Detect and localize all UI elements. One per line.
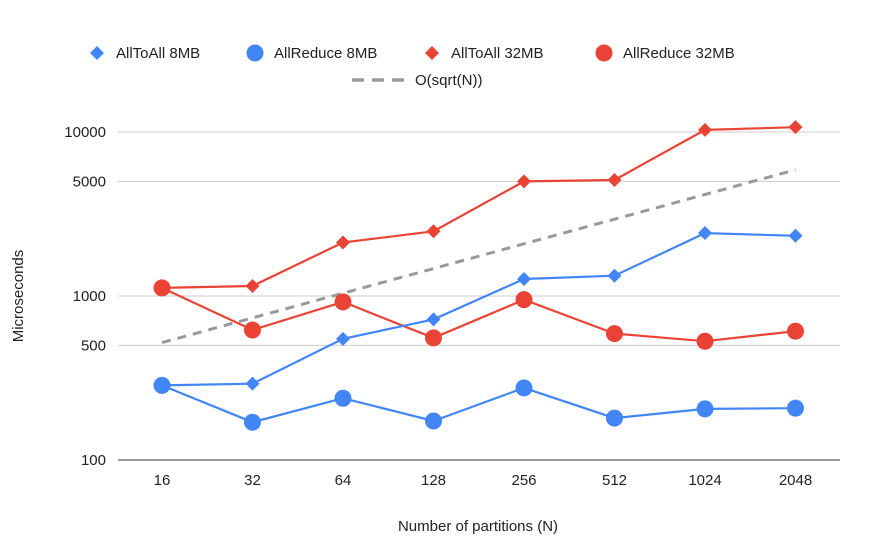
y-tick-label-100: 100: [81, 452, 106, 469]
point-alltoall-8mb-128: [426, 312, 441, 327]
point-allreduce-32mb-128: [425, 329, 442, 347]
series-allreduce-32mb: [153, 279, 804, 350]
legend-label-allreduce-32mb: AllReduce 32MB: [623, 45, 735, 62]
legend-item-o-sqrt-n: O(sqrt(N)): [352, 72, 483, 89]
point-allreduce-8mb-1024: [696, 400, 714, 418]
series-alltoall-32mb: [155, 120, 803, 295]
legend-marker-allreduce-32mb: [595, 44, 613, 62]
point-alltoall-8mb-2048: [788, 228, 803, 243]
point-allreduce-8mb-64: [334, 389, 352, 407]
legend-label-allreduce-8mb: AllReduce 8MB: [274, 45, 377, 62]
point-alltoall-32mb-1024: [698, 122, 712, 137]
point-allreduce-8mb-32: [244, 413, 261, 431]
y-tick-label-500: 500: [81, 337, 106, 354]
legend: AllToAll 8MB AllReduce 8MB AllToAll 32MB Al…: [90, 44, 735, 89]
legend-marker-alltoall-32mb: [425, 46, 439, 60]
line-allreduce-8mb: [161, 384, 796, 424]
x-tick-label-1024: 1024: [688, 472, 721, 489]
x-axis-ticks: 16 32 64 128 256 512 1024 2048: [154, 472, 813, 489]
point-allreduce-32mb-1024: [696, 332, 714, 350]
point-allreduce-8mb-256: [515, 379, 533, 397]
point-alltoall-32mb-32: [245, 279, 260, 294]
line-alltoall-8mb: [161, 231, 796, 387]
point-alltoall-32mb-64: [336, 235, 350, 250]
legend-label-alltoall-32mb: AllToAll 32MB: [451, 45, 544, 62]
series-alltoall-8mb: [155, 226, 803, 393]
legend-item-alltoall-8mb: AllToAll 8MB: [90, 45, 200, 62]
point-allreduce-32mb-64: [334, 293, 352, 311]
series-allreduce-8mb: [153, 376, 804, 431]
point-allreduce-8mb-2048: [787, 399, 804, 417]
legend-marker-alltoall-8mb: [90, 46, 104, 60]
line-o-sqrt-n: [161, 168, 796, 345]
y-tick-label-10000: 10000: [64, 124, 106, 141]
x-tick-label-16: 16: [154, 472, 171, 489]
y-tick-label-5000: 5000: [73, 173, 106, 190]
x-tick-label-256: 256: [511, 472, 536, 489]
point-alltoall-32mb-2048: [788, 120, 803, 135]
point-allreduce-8mb-128: [425, 412, 442, 430]
legend-item-allreduce-8mb: AllReduce 8MB: [246, 44, 377, 62]
y-tick-label-1000: 1000: [73, 288, 106, 305]
x-axis-label: Number of partitions (N): [398, 518, 558, 535]
line-alltoall-32mb: [161, 126, 796, 289]
point-alltoall-32mb-16: [155, 280, 169, 295]
point-allreduce-8mb-512: [606, 409, 623, 427]
legend-item-alltoall-32mb: AllToAll 32MB: [425, 45, 544, 62]
point-alltoall-8mb-1024: [698, 226, 712, 241]
x-tick-label-128: 128: [421, 472, 446, 489]
x-tick-label-32: 32: [244, 472, 261, 489]
point-alltoall-8mb-256: [517, 271, 531, 286]
point-alltoall-8mb-16: [155, 378, 169, 393]
series-o-sqrt-n: [161, 168, 796, 345]
point-alltoall-8mb-64: [336, 331, 350, 346]
point-alltoall-8mb-32: [245, 376, 260, 391]
point-allreduce-32mb-32: [244, 321, 261, 339]
x-tick-label-64: 64: [335, 472, 352, 489]
point-alltoall-32mb-128: [426, 224, 441, 239]
legend-label-o-sqrt-n: O(sqrt(N)): [415, 72, 483, 89]
point-alltoall-32mb-256: [517, 174, 531, 189]
point-allreduce-32mb-256: [515, 291, 533, 309]
y-axis-label: Microseconds: [10, 250, 27, 343]
y-axis-ticks: 100 500 1000 5000 10000: [64, 124, 106, 469]
legend-label-alltoall-8mb: AllToAll 8MB: [116, 45, 200, 62]
legend-marker-allreduce-8mb: [246, 44, 264, 62]
point-allreduce-32mb-512: [606, 325, 623, 343]
series-layer: [153, 120, 804, 431]
x-tick-label-512: 512: [602, 472, 627, 489]
point-alltoall-32mb-512: [607, 172, 622, 187]
x-tick-label-2048: 2048: [779, 472, 812, 489]
line-allreduce-32mb: [161, 286, 796, 343]
grid-lines: [118, 131, 840, 461]
point-allreduce-32mb-2048: [787, 322, 804, 340]
point-alltoall-8mb-512: [607, 268, 622, 283]
legend-item-allreduce-32mb: AllReduce 32MB: [595, 44, 735, 62]
